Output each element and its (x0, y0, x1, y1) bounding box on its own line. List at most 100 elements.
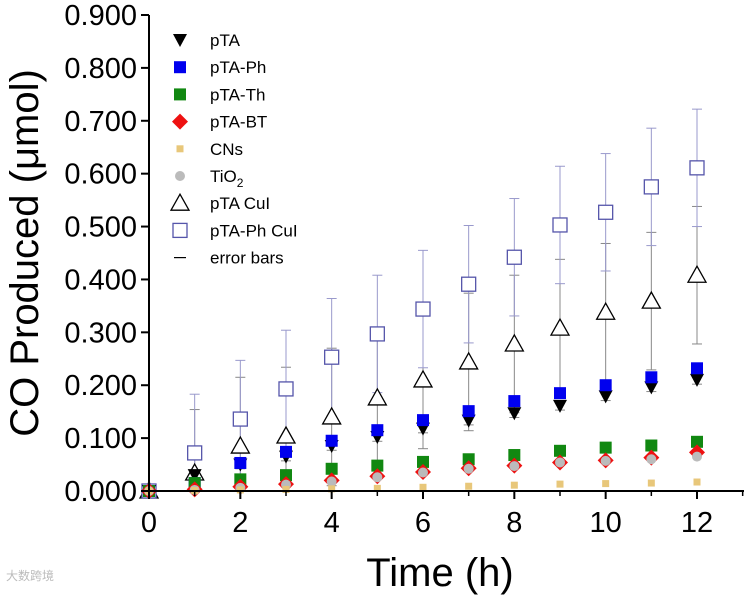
point-pta-cui (412, 369, 434, 388)
x-tick-label: 12 (681, 507, 713, 539)
legend-marker (175, 171, 185, 181)
point-cns (328, 485, 336, 493)
y-axis-title: CO Produced (μmol) (3, 69, 47, 437)
point-pta-ph (508, 395, 521, 408)
legend-label: pTA (210, 31, 241, 50)
legend-marker (174, 61, 186, 74)
point-pta-ph-cui (278, 381, 294, 397)
y-tick-label: 0.400 (64, 264, 137, 296)
point-tio2 (692, 451, 702, 462)
y-tick-label: 0.500 (64, 212, 137, 244)
y-tick-label: 0.600 (64, 159, 137, 191)
point-pta (644, 381, 659, 395)
y-tick-label: 0.900 (64, 0, 137, 32)
y-tick-label: 0.100 (64, 423, 137, 455)
point-pta-ph (599, 379, 612, 392)
point-pta (690, 373, 704, 387)
legend-marker (174, 88, 186, 101)
point-pta-cui (504, 333, 525, 352)
point-pta-ph (234, 456, 247, 469)
point-cns (236, 486, 244, 494)
point-pta-cui (275, 425, 297, 444)
legend-marker (169, 192, 191, 211)
point-tio2 (646, 454, 657, 465)
point-cns (465, 482, 473, 490)
axes: 0 2 4 6 8 10 12 0.000 0.100 0.200 0.300 0.400 0.500 0… (64, 0, 744, 539)
point-tio2 (418, 467, 428, 478)
y-tick-label: 0.000 (64, 476, 137, 508)
x-tick-label: 6 (415, 507, 431, 539)
point-pta-cui (641, 290, 662, 309)
point-pta-ph-cui (689, 160, 705, 176)
point-pta-cui (230, 435, 251, 454)
point-pta-ph (325, 434, 338, 447)
point-cns (647, 479, 655, 487)
point-cns (419, 483, 427, 491)
point-pta-cui (458, 351, 479, 370)
x-tick-label: 8 (506, 507, 522, 539)
x-axis-title: Time (h) (366, 551, 513, 595)
point-pta-ph (280, 445, 292, 458)
point-pta-ph-cui (369, 326, 385, 342)
y-tick-label: 0.700 (64, 106, 137, 138)
legend-label: TiO2 (210, 167, 244, 190)
point-tio2 (509, 461, 520, 472)
point-pta (553, 399, 567, 413)
point-pta-th (645, 439, 658, 452)
x-tick-label: 10 (590, 507, 622, 539)
point-pta-th (691, 435, 703, 448)
point-cns (556, 480, 564, 488)
legend-marker (173, 34, 187, 47)
x-tick-label: 2 (232, 507, 248, 539)
point-pta-ph-cui (232, 411, 248, 427)
legend-label: pTA-Ph (210, 58, 266, 77)
point-pta-ph (691, 362, 703, 375)
point-pta-ph-cui (598, 204, 614, 220)
legend-label: error bars (210, 249, 284, 268)
legend-label: pTA-Th (210, 85, 265, 104)
point-cns (282, 485, 290, 493)
point-pta (187, 469, 202, 483)
point-pta-cui (595, 301, 616, 320)
point-pta (461, 414, 476, 428)
point-pta-ph-cui (415, 301, 431, 317)
point-pta (598, 390, 613, 404)
point-pta-th (417, 455, 429, 468)
point-pta-ph (554, 387, 566, 400)
point-cns (510, 481, 518, 489)
legend-label: pTA-Ph CuI (210, 221, 298, 240)
point-pta-ph (462, 405, 475, 418)
legend-marker (172, 113, 188, 130)
legend-label: CNs (210, 140, 243, 159)
point-pta-ph-cui (461, 276, 477, 292)
point-pta-cui (321, 406, 342, 425)
watermark: 大数跨境 (6, 568, 54, 583)
x-tick-label: 4 (324, 507, 340, 539)
legend-marker (176, 145, 184, 153)
point-pta (507, 407, 522, 421)
legend-marker (172, 222, 188, 239)
point-pta-th (280, 469, 292, 482)
point-pta-ph-cui (643, 179, 659, 195)
point-cns (373, 484, 381, 492)
point-tio2 (600, 455, 611, 466)
point-pta-ph-cui (324, 349, 340, 365)
point-pta-th (462, 453, 475, 466)
point-pta-cui (686, 264, 708, 283)
point-pta-ph (371, 424, 384, 437)
point-pta-ph-cui (187, 445, 203, 461)
legend-label: pTA CuI (210, 194, 270, 213)
point-pta-ph (645, 371, 658, 384)
y-tick-label: 0.800 (64, 53, 137, 85)
point-cns (693, 478, 701, 486)
point-tio2 (372, 472, 383, 483)
error-bars (189, 108, 702, 492)
legend-subscript: 2 (237, 176, 244, 190)
point-pta-ph-cui (552, 217, 568, 233)
point-pta-th (554, 444, 566, 457)
legend-label: pTA-BT (210, 113, 267, 132)
point-pta-cui (367, 387, 388, 406)
data-points (138, 160, 708, 499)
point-pta-ph-cui (506, 249, 522, 265)
